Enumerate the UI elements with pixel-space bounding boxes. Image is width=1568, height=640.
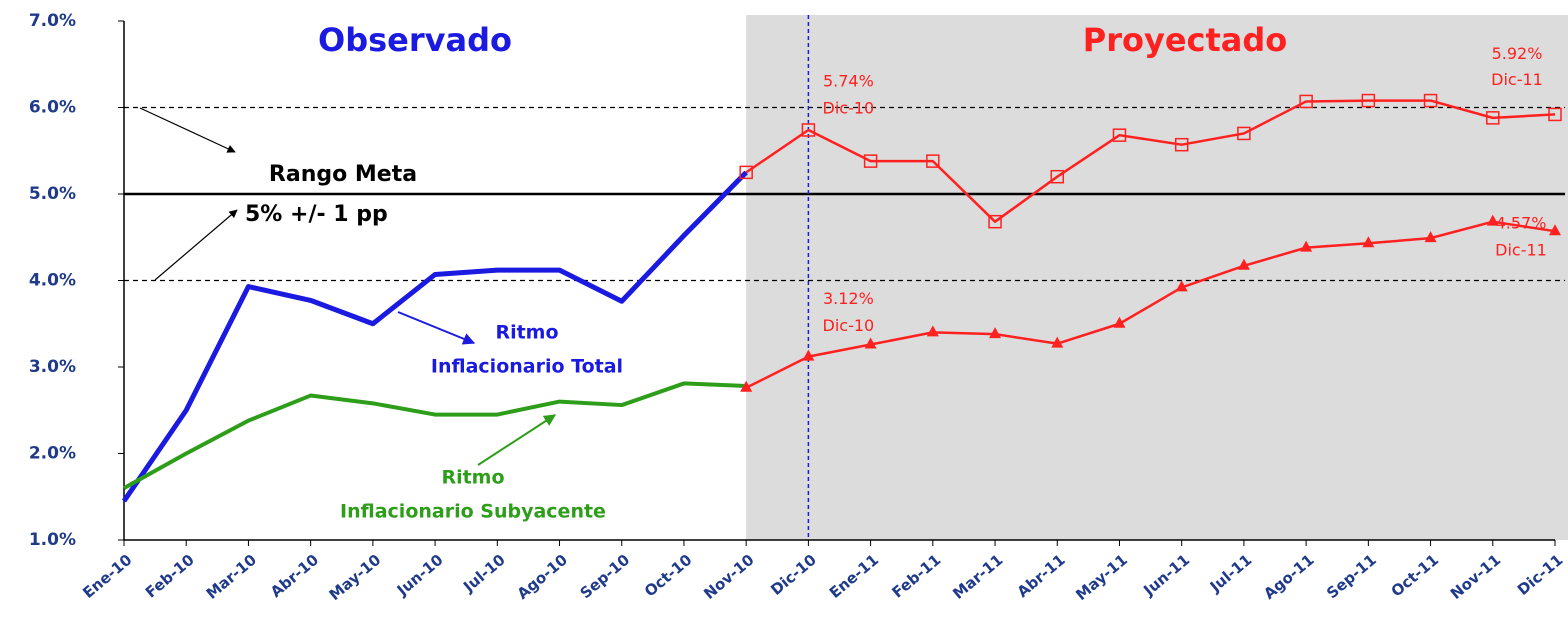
x-tick-label: Oct-11 <box>1388 551 1442 601</box>
point-marker <box>863 154 878 168</box>
x-tick-label: Ene-11 <box>826 551 882 602</box>
annotation: Inflacionario Subyacente <box>340 501 606 523</box>
point-marker <box>739 165 753 180</box>
data-sublabel: Dic-10 <box>823 316 875 335</box>
point-marker <box>988 214 1002 229</box>
arrow <box>139 107 236 153</box>
series-line <box>123 381 747 490</box>
point-marker <box>989 327 1002 339</box>
x-tick-label: Abr-10 <box>267 551 322 601</box>
data-label: 4.57% <box>1496 214 1547 233</box>
point-marker <box>1486 111 1500 125</box>
data-label: 5.92% <box>1492 44 1543 63</box>
data-sublabel: Dic-10 <box>823 98 875 117</box>
x-tick-label: Sep-11 <box>1323 551 1380 603</box>
arrow <box>154 209 238 281</box>
x-tick-label: Abr-11 <box>1014 551 1069 601</box>
x-tick-label: Dic-11 <box>1514 551 1567 599</box>
point-marker <box>1548 107 1562 122</box>
x-tick-label: Jun-10 <box>393 551 447 600</box>
point-marker <box>1175 280 1188 292</box>
point-marker <box>1050 169 1065 184</box>
y-tick-label: 1.0% <box>29 530 76 550</box>
annotation: Ritmo <box>441 467 504 489</box>
data-sublabel: Dic-11 <box>1495 241 1547 260</box>
x-tick-label: Ago-11 <box>1260 551 1317 603</box>
arrow <box>477 414 557 466</box>
x-tick-label: Nov-11 <box>1447 551 1504 603</box>
series-line <box>745 220 1556 389</box>
annotation: Proyectado <box>1083 21 1288 59</box>
y-tick-label: 7.0% <box>29 11 76 31</box>
series-line <box>745 99 1556 223</box>
x-tick-label: Nov-10 <box>700 551 757 603</box>
x-tick-label: Jun-11 <box>1139 551 1193 600</box>
x-tick-label: Jul-11 <box>1206 551 1256 597</box>
x-tick-label: Ene-10 <box>79 551 135 602</box>
point-marker <box>1113 316 1126 328</box>
point-marker <box>740 380 753 392</box>
y-tick-label: 6.0% <box>29 98 76 118</box>
point-marker <box>864 337 877 349</box>
point-marker <box>1112 128 1127 142</box>
y-tick-label: 3.0% <box>29 357 76 377</box>
annotation: Inflacionario Total <box>431 356 623 378</box>
arrow <box>397 311 476 345</box>
point-marker <box>802 349 815 361</box>
point-marker <box>1361 93 1376 108</box>
point-marker <box>1362 236 1375 248</box>
data-label: 3.12% <box>823 289 874 308</box>
point-marker <box>1424 231 1437 243</box>
y-tick-label: 5.0% <box>29 184 76 204</box>
point-marker <box>801 123 816 137</box>
point-marker <box>1299 94 1313 109</box>
point-marker <box>1486 214 1499 226</box>
data-label: 5.74% <box>823 71 874 90</box>
x-tick-label: Ago-10 <box>514 551 571 603</box>
point-marker <box>1300 240 1313 252</box>
annotation: Rango Meta <box>269 162 417 187</box>
y-tick-label: 4.0% <box>29 271 76 291</box>
x-tick-label: May-10 <box>326 551 385 604</box>
annotation: Ritmo <box>495 322 558 344</box>
x-tick-label: Sep-10 <box>577 551 634 603</box>
point-marker <box>1237 258 1250 270</box>
annotation: Observado <box>318 21 512 59</box>
point-marker <box>1423 93 1438 108</box>
x-tick-label: Jul-10 <box>459 551 509 597</box>
point-marker <box>1549 224 1561 236</box>
point-marker <box>1051 336 1064 348</box>
data-sublabel: Dic-11 <box>1491 70 1543 89</box>
x-tick-label: Dic-10 <box>767 551 820 599</box>
x-tick-label: Feb-11 <box>889 551 945 602</box>
x-tick-label: Mar-11 <box>949 551 1006 603</box>
x-tick-label: Mar-10 <box>203 551 260 603</box>
projection-area <box>746 15 1568 540</box>
y-tick-label: 2.0% <box>29 444 76 464</box>
annotation: 5% +/- 1 pp <box>245 202 388 227</box>
x-tick-label: Feb-10 <box>142 551 198 602</box>
series-line <box>121 170 748 503</box>
point-marker <box>926 154 940 168</box>
point-marker <box>1237 126 1251 141</box>
point-marker <box>1174 137 1189 152</box>
x-tick-label: Oct-10 <box>641 551 695 601</box>
point-marker <box>926 325 939 337</box>
x-tick-label: May-11 <box>1072 551 1131 604</box>
